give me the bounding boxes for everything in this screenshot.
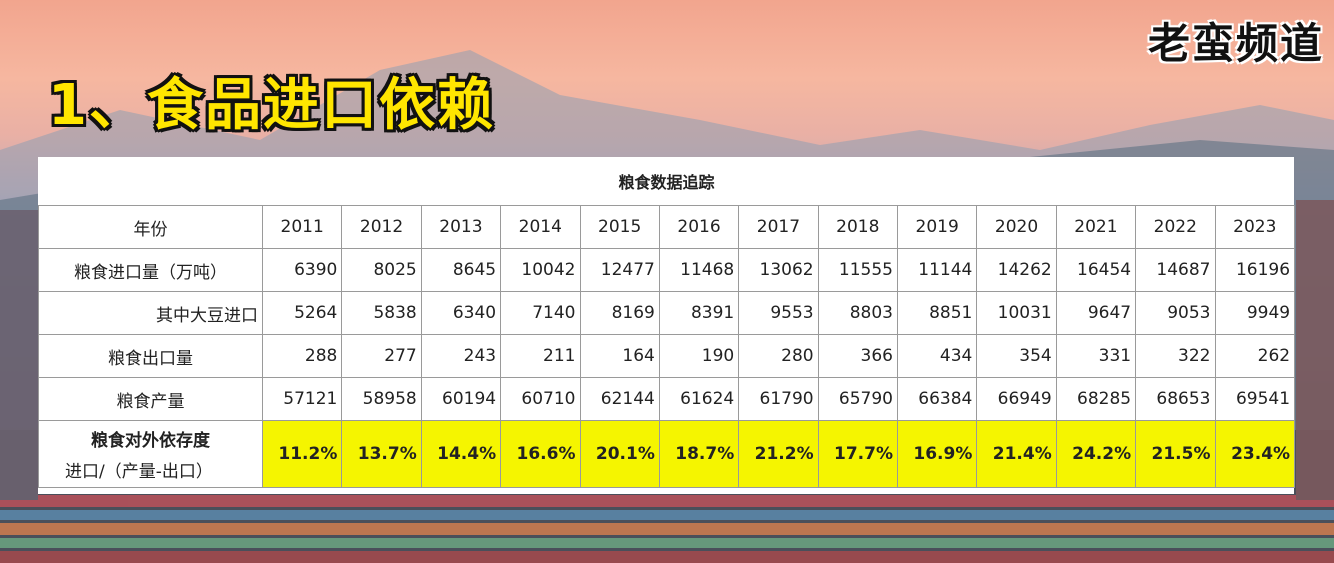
table-cell: 322 xyxy=(1135,334,1216,378)
table-cell: 8391 xyxy=(658,291,740,335)
year-header-cell: 2018 xyxy=(817,205,899,249)
table-cell: 13062 xyxy=(738,248,819,292)
table-cell: 68285 xyxy=(1055,377,1137,421)
table-cell: 16454 xyxy=(1055,248,1137,292)
ratio-formula: 进口/（产量-出口） xyxy=(65,462,213,482)
table-cell: 16196 xyxy=(1214,248,1296,292)
table-cell: 62144 xyxy=(579,377,660,421)
table-cell: 288 xyxy=(261,334,343,378)
table-cell: 10031 xyxy=(976,291,1057,335)
table-cell: 69541 xyxy=(1214,377,1296,421)
table-cell: 243 xyxy=(420,334,502,378)
table-cell: 12477 xyxy=(579,248,660,292)
ratio-cell: 21.5% xyxy=(1135,420,1216,488)
table-cell: 211 xyxy=(500,334,581,378)
year-header-cell: 2017 xyxy=(738,205,819,249)
row-label: 粮食进口量（万吨） xyxy=(38,248,263,292)
table-cell: 14262 xyxy=(976,248,1057,292)
table-cell: 354 xyxy=(976,334,1057,378)
table-row: 粮食进口量（万吨） 6390 8025 8645 10042 12477 11468 130… xyxy=(38,248,1296,292)
table-cell: 7140 xyxy=(500,291,581,335)
table-cell: 262 xyxy=(1214,334,1296,378)
year-header-cell: 2019 xyxy=(896,205,978,249)
year-header-cell: 2020 xyxy=(976,205,1057,249)
table-cell: 5838 xyxy=(341,291,422,335)
ratio-cell: 20.1% xyxy=(579,420,660,488)
table-cell: 8169 xyxy=(579,291,660,335)
ratio-cell: 13.7% xyxy=(341,420,422,488)
grain-data-table: 粮食数据追踪 年份 2011 2012 2013 2014 2015 2016 2017 20… xyxy=(38,157,1296,488)
ratio-cell: 16.6% xyxy=(500,420,581,488)
table-cell: 58958 xyxy=(341,377,422,421)
table-cell: 60194 xyxy=(420,377,502,421)
ratio-cell: 16.9% xyxy=(896,420,978,488)
row-label: 其中大豆进口 xyxy=(38,291,263,335)
ratio-cell: 11.2% xyxy=(261,420,343,488)
table-row: 其中大豆进口 5264 5838 6340 7140 8169 8391 9553 8803 8… xyxy=(38,291,1296,335)
row-label: 粮食产量 xyxy=(38,377,263,421)
table-cell: 65790 xyxy=(817,377,899,421)
table-cell: 9553 xyxy=(738,291,819,335)
year-header-cell: 2012 xyxy=(341,205,422,249)
year-header-cell: 2014 xyxy=(500,205,581,249)
table-cell: 60710 xyxy=(500,377,581,421)
ratio-cell: 23.4% xyxy=(1214,420,1296,488)
row-label: 粮食出口量 xyxy=(38,334,263,378)
table-cell: 9053 xyxy=(1135,291,1216,335)
section-heading: 1、食品进口依赖 xyxy=(47,72,495,140)
ratio-cell: 21.2% xyxy=(738,420,819,488)
table-cell: 366 xyxy=(817,334,899,378)
year-header-cell: 2015 xyxy=(579,205,660,249)
table-cell: 11555 xyxy=(817,248,899,292)
ratio-label: 粮食对外依存度 xyxy=(91,431,210,451)
year-header-row: 年份 2011 2012 2013 2014 2015 2016 2017 2018 2019 2… xyxy=(38,205,1296,249)
ratio-row-label: 粮食对外依存度 进口/（产量-出口） xyxy=(38,420,263,488)
year-header-cell: 2013 xyxy=(420,205,502,249)
table-cell: 8851 xyxy=(896,291,978,335)
year-header-cell: 2023 xyxy=(1214,205,1296,249)
table-cell: 14687 xyxy=(1135,248,1216,292)
table-cell: 190 xyxy=(658,334,740,378)
table-cell: 66949 xyxy=(976,377,1057,421)
table-cell: 9949 xyxy=(1214,291,1296,335)
table-cell: 8025 xyxy=(341,248,422,292)
year-header-cell: 2022 xyxy=(1135,205,1216,249)
table-cell: 9647 xyxy=(1055,291,1137,335)
table-cell: 5264 xyxy=(261,291,343,335)
table-cell: 61624 xyxy=(658,377,740,421)
ratio-cell: 14.4% xyxy=(420,420,502,488)
ratio-cell: 24.2% xyxy=(1055,420,1137,488)
year-header-cell: 2021 xyxy=(1055,205,1137,249)
table-title: 粮食数据追踪 xyxy=(38,157,1295,206)
table-cell: 331 xyxy=(1055,334,1137,378)
table-cell: 434 xyxy=(896,334,978,378)
table-cell: 68653 xyxy=(1135,377,1216,421)
table-cell: 57121 xyxy=(261,377,343,421)
table-cell: 10042 xyxy=(500,248,581,292)
table-cell: 66384 xyxy=(896,377,978,421)
table-cell: 6390 xyxy=(261,248,343,292)
table-row: 粮食产量 57121 58958 60194 60710 62144 61624 61790… xyxy=(38,377,1296,421)
year-header-label: 年份 xyxy=(38,205,263,249)
table-cell: 277 xyxy=(341,334,422,378)
shipping-containers xyxy=(0,200,1334,563)
dependency-ratio-row: 粮食对外依存度 进口/（产量-出口） 11.2% 13.7% 14.4% 16.6% 2… xyxy=(38,420,1296,488)
ratio-cell: 18.7% xyxy=(658,420,740,488)
ratio-cell: 21.4% xyxy=(976,420,1057,488)
table-cell: 11144 xyxy=(896,248,978,292)
table-cell: 61790 xyxy=(738,377,819,421)
table-cell: 164 xyxy=(579,334,660,378)
year-header-cell: 2016 xyxy=(658,205,740,249)
table-cell: 11468 xyxy=(658,248,740,292)
channel-watermark: 老蛮频道 xyxy=(1147,19,1324,68)
table-row: 粮食出口量 288 277 243 211 164 190 280 366 434 354 331 3… xyxy=(38,334,1296,378)
ratio-cell: 17.7% xyxy=(817,420,899,488)
table-cell: 6340 xyxy=(420,291,502,335)
table-cell: 8803 xyxy=(817,291,899,335)
grain-data-table-panel: 粮食数据追踪 年份 2011 2012 2013 2014 2015 2016 2017 20… xyxy=(38,157,1296,494)
table-cell: 8645 xyxy=(420,248,502,292)
table-cell: 280 xyxy=(738,334,819,378)
year-header-cell: 2011 xyxy=(261,205,343,249)
